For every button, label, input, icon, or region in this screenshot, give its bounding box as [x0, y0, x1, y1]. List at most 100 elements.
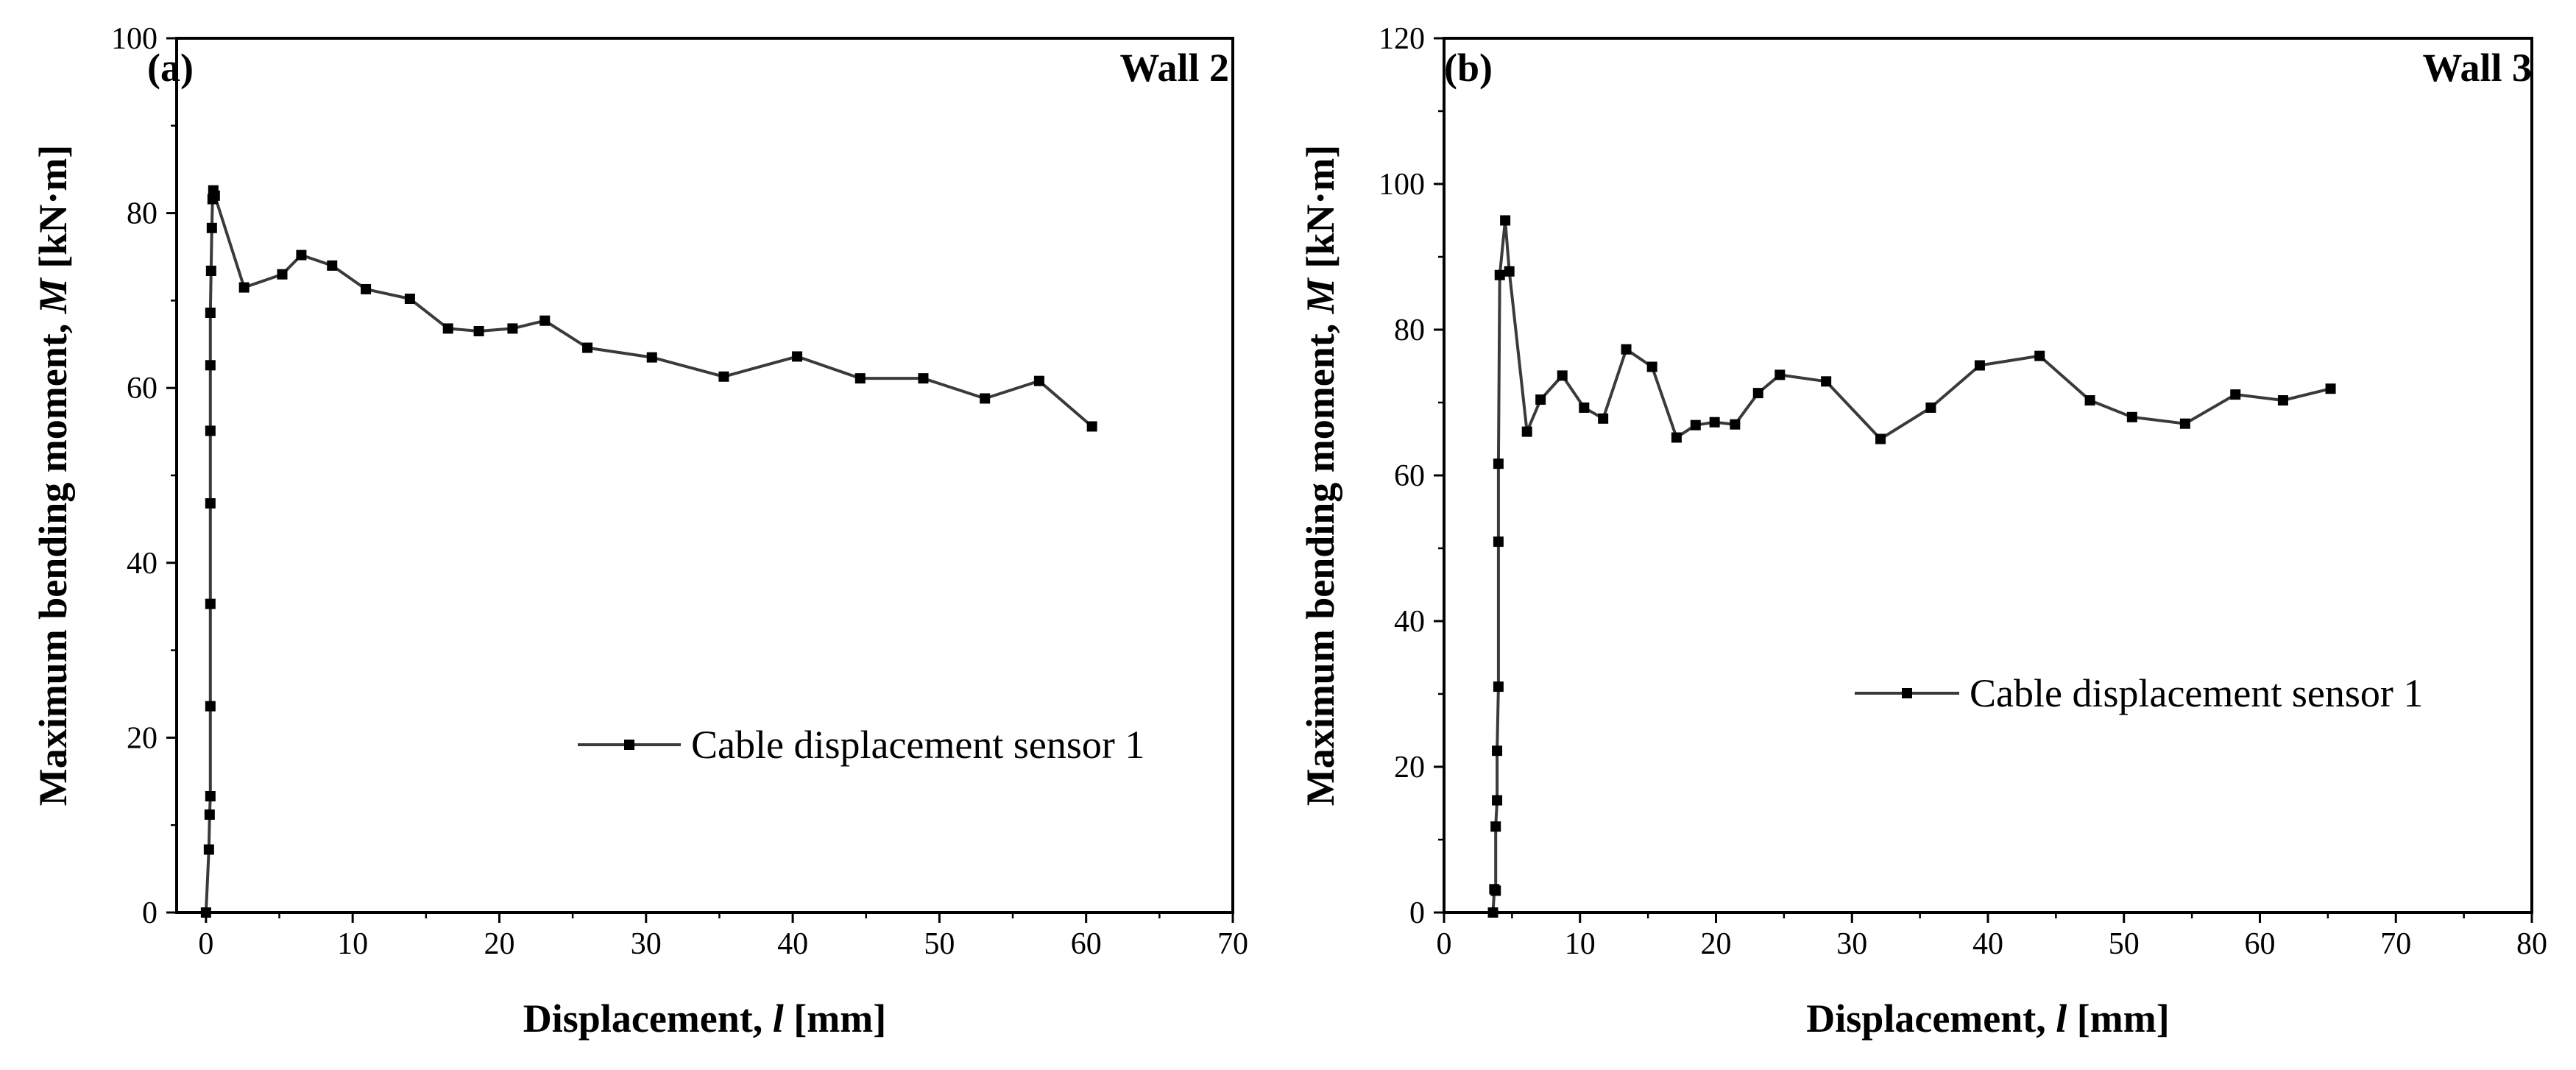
- panel-label-a: (a): [147, 46, 194, 90]
- x-tick-label: 80: [2516, 927, 2547, 961]
- legend-marker: [624, 740, 634, 750]
- y-tick-label: 0: [142, 896, 158, 930]
- x-tick-label: 30: [1836, 927, 1867, 961]
- axis-title-part: M: [1298, 277, 1342, 314]
- x-tick-label: 60: [1071, 927, 1102, 961]
- y-tick-label: 40: [1394, 605, 1425, 639]
- data-point: [1730, 419, 1741, 430]
- data-point: [206, 222, 217, 233]
- data-point: [1535, 394, 1546, 405]
- y-tick-label: 20: [1394, 751, 1425, 784]
- x-tick-label: 40: [1972, 927, 2003, 961]
- data-point: [204, 809, 215, 820]
- y-tick-label: 40: [127, 547, 158, 581]
- data-point: [1490, 885, 1501, 896]
- data-point: [205, 790, 216, 801]
- axis-title-part: [kN·m]: [1298, 145, 1342, 279]
- data-point: [205, 425, 216, 436]
- data-point: [1709, 417, 1720, 428]
- data-point: [2230, 389, 2241, 400]
- data-point: [1521, 426, 1532, 437]
- legend-marker: [1902, 688, 1912, 698]
- data-point: [1504, 266, 1515, 277]
- data-point: [1598, 413, 1609, 424]
- data-point: [1579, 402, 1590, 413]
- data-point: [1621, 344, 1632, 355]
- x-axis-title: Displacement, l [mm]: [523, 996, 886, 1041]
- data-point: [1821, 376, 1832, 387]
- data-point: [2277, 395, 2288, 406]
- data-point: [1646, 361, 1657, 372]
- data-point: [2325, 383, 2336, 394]
- data-point: [507, 323, 518, 334]
- axis-title-part: Displacement,: [1806, 996, 2056, 1041]
- data-point: [238, 282, 250, 293]
- data-point: [203, 844, 214, 855]
- data-point: [792, 351, 803, 362]
- data-point: [1033, 375, 1044, 386]
- axis-title-part: M: [31, 277, 75, 314]
- x-tick-label: 20: [484, 927, 514, 961]
- data-point: [1493, 458, 1504, 470]
- y-axis-title: Maximum bending moment, M [kN·m]: [31, 145, 75, 807]
- data-point: [1490, 821, 1501, 832]
- data-point: [205, 598, 216, 609]
- y-tick-label: 100: [1379, 168, 1425, 202]
- data-point: [1493, 536, 1504, 548]
- x-tick-label: 0: [1437, 927, 1452, 961]
- x-tick-label: 10: [337, 927, 368, 961]
- y-tick-label: 120: [1379, 22, 1425, 56]
- x-tick-label: 40: [777, 927, 808, 961]
- data-point: [1494, 269, 1505, 280]
- y-tick-label: 60: [1394, 459, 1425, 493]
- data-point: [980, 393, 991, 404]
- data-point: [205, 308, 216, 319]
- data-point: [361, 283, 372, 294]
- data-point: [404, 294, 415, 305]
- x-tick-label: 70: [1217, 927, 1248, 961]
- y-tick-label: 100: [111, 22, 158, 56]
- data-point: [442, 323, 453, 334]
- data-point: [1086, 421, 1097, 432]
- x-tick-label: 0: [198, 927, 213, 961]
- data-point: [205, 266, 216, 277]
- axis-title-part: [mm]: [2067, 996, 2169, 1041]
- x-axis-title: Displacement, l [mm]: [1806, 996, 2169, 1041]
- data-point: [2034, 350, 2045, 361]
- data-point: [1492, 795, 1503, 806]
- chart-panel-b: (b) Wall 3 0 10 20 30 40 50 60 70 80 0 20 40 60 80 100…: [1298, 22, 2547, 1041]
- axis-title-part: [kN·m]: [31, 145, 75, 279]
- data-point: [2084, 395, 2095, 406]
- data-point: [582, 342, 593, 353]
- data-point: [539, 315, 551, 326]
- chart-title-a: Wall 2: [1119, 46, 1229, 90]
- axis-title-part: l: [2056, 996, 2067, 1041]
- data-point: [205, 360, 216, 371]
- data-point: [1690, 419, 1701, 431]
- axis-title-part: [mm]: [784, 996, 886, 1041]
- data-point: [473, 325, 484, 336]
- data-point: [1671, 432, 1682, 443]
- y-axis-title: Maximum bending moment, M [kN·m]: [1298, 145, 1342, 807]
- x-tick-label: 20: [1701, 927, 1732, 961]
- data-point: [200, 907, 211, 918]
- axis-title-part: Maximum bending moment,: [31, 313, 75, 806]
- data-point: [1875, 433, 1886, 444]
- y-tick-label: 60: [127, 372, 158, 405]
- data-point: [718, 371, 729, 382]
- legend-label: Cable displacement sensor 1: [1970, 671, 2423, 715]
- data-point: [1557, 370, 1568, 381]
- data-point: [854, 373, 866, 384]
- x-tick-label: 60: [2245, 927, 2276, 961]
- data-point: [1925, 402, 1936, 413]
- data-point: [1752, 388, 1763, 399]
- data-point: [2126, 411, 2137, 422]
- y-tick-label: 80: [1394, 313, 1425, 347]
- data-point: [1492, 745, 1503, 757]
- data-point: [327, 260, 338, 271]
- legend-label: Cable displacement sensor 1: [691, 723, 1144, 767]
- y-tick-label: 80: [127, 197, 158, 231]
- data-point: [1493, 681, 1504, 692]
- plot-frame: [175, 37, 1234, 914]
